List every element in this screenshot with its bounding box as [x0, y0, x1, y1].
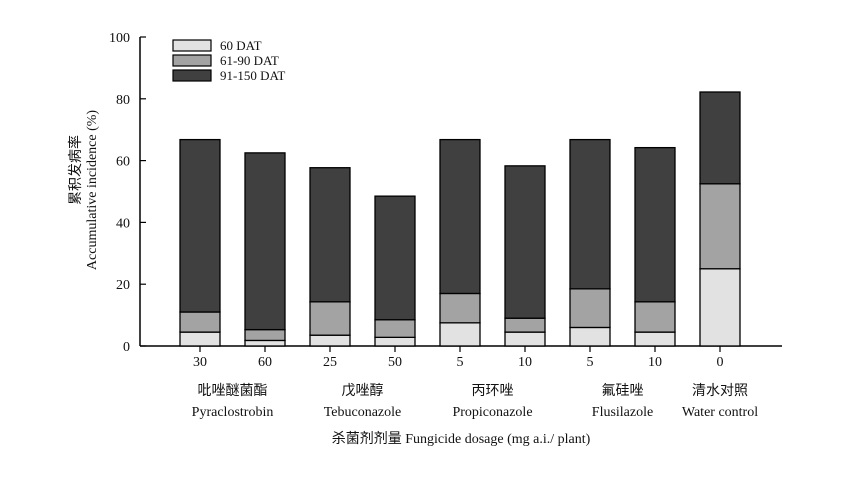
bar-segment: [504, 317, 546, 333]
group-name-cn: 丙环唑: [472, 383, 514, 399]
group-name-en: Propiconazole: [452, 405, 532, 420]
bar-segment: [439, 322, 481, 347]
bar-segment: [699, 268, 741, 347]
bar-segment: [439, 292, 481, 324]
y-axis-title: Accumulative incidence (%): [85, 110, 100, 270]
bar-segment: [504, 331, 546, 347]
dosage-label: 5: [587, 355, 594, 370]
y-tick-label: 40: [116, 216, 130, 231]
bar-segment: [179, 311, 221, 333]
bar-segment: [374, 336, 416, 347]
dosage-label: 60: [258, 355, 272, 370]
bar-segment: [699, 91, 741, 185]
y-tick-label: 80: [116, 93, 130, 108]
bar-segment: [374, 195, 416, 321]
legend-swatch: [172, 39, 212, 52]
legend-label: 61-90 DAT: [220, 53, 279, 68]
legend-label: 60 DAT: [220, 38, 262, 53]
dosage-label: 10: [648, 355, 662, 370]
bar-segment: [179, 138, 221, 313]
bar-segment: [569, 288, 611, 329]
group-name-en: Pyraclostrobin: [192, 405, 274, 420]
y-axis-title-cn: 累积发病率: [67, 135, 84, 205]
bar-segment: [634, 331, 676, 347]
dosage-label: 0: [717, 355, 724, 370]
legend-label: 91-150 DAT: [220, 68, 285, 83]
legend-swatch: [172, 54, 212, 67]
group-name-cn: 吡唑醚菌酯: [198, 383, 268, 399]
dosage-label: 5: [457, 355, 464, 370]
dosage-label: 25: [323, 355, 337, 370]
bar-segment: [569, 138, 611, 290]
y-tick-label: 0: [123, 340, 130, 355]
group-name-cn: 清水对照: [692, 383, 748, 399]
bar-segment: [634, 301, 676, 333]
bar-segment: [244, 328, 286, 342]
bar-segment: [309, 301, 351, 336]
y-tick-label: 20: [116, 278, 130, 293]
bar-segment: [439, 138, 481, 295]
bar-segment: [634, 146, 676, 303]
bar-segment: [244, 339, 286, 347]
group-name-cn: 氟硅唑: [602, 383, 644, 399]
bar-segment: [309, 334, 351, 347]
group-name-cn: 戊唑醇: [342, 382, 384, 399]
y-tick-label: 60: [116, 155, 130, 170]
dosage-label: 10: [518, 355, 532, 370]
bar-segment: [244, 152, 286, 331]
bar-segment: [699, 183, 741, 270]
group-name-en: Water control: [682, 405, 758, 420]
labels-layer: 30 60 25 50 5 10 5 10 0 吡唑醚菌酯 Pyraclostrobin 戊唑醇 Teb…: [67, 110, 758, 447]
bar-segment: [569, 326, 611, 347]
legend-swatch: [172, 69, 212, 82]
dosage-label: 30: [193, 355, 207, 370]
bar-segment: [374, 319, 416, 338]
bar-segment: [179, 331, 221, 347]
bar-segment: [504, 165, 546, 319]
group-name-en: Tebuconazole: [324, 405, 402, 420]
group-name-en: Flusilazole: [592, 405, 653, 420]
x-axis-title: 杀菌剂剂量 Fungicide dosage (mg a.i./ plant): [332, 431, 591, 447]
bars-layer: [179, 91, 741, 347]
bar-segment: [309, 167, 351, 303]
dosage-label: 50: [388, 355, 402, 370]
y-tick-label: 100: [109, 31, 130, 46]
